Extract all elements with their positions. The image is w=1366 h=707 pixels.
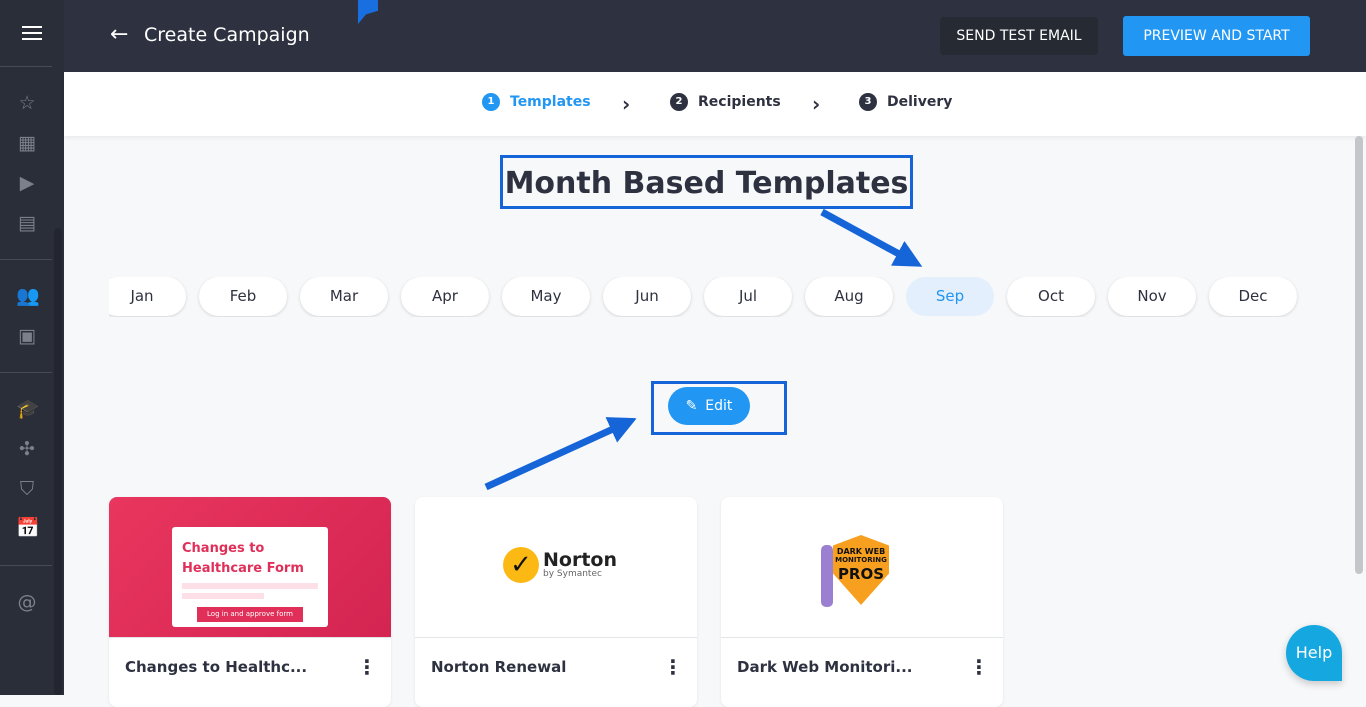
logo-icon <box>358 0 378 24</box>
contact-icon[interactable]: ▣ <box>18 325 36 347</box>
message-icon[interactable]: ▤ <box>18 212 36 234</box>
template-thumbnail: DARK WEB MONITORING PROS <box>721 497 1003 638</box>
shield-check-icon[interactable]: ⛉ <box>19 478 35 500</box>
step-number: 3 <box>859 93 877 111</box>
back-arrow-icon[interactable]: ← <box>110 22 129 47</box>
more-vert-icon[interactable]: ⋮ <box>357 655 377 679</box>
template-card[interactable]: Changes to Healthcare Form Log in and app… <box>109 497 391 707</box>
thumb-title: Changes to Healthcare Form <box>182 541 304 576</box>
step-recipients[interactable]: 2 Recipients <box>670 93 781 111</box>
step-number: 2 <box>670 93 688 111</box>
norton-logo: ✓ Norton by Symantec <box>503 547 617 583</box>
step-label: Delivery <box>887 94 953 110</box>
chevron-right-icon: › <box>622 92 631 116</box>
edit-button[interactable]: ✎ Edit <box>668 387 750 425</box>
month-nov[interactable]: Nov <box>1108 277 1196 316</box>
month-may[interactable]: May <box>502 277 590 316</box>
menu-icon[interactable] <box>22 26 42 40</box>
more-vert-icon[interactable]: ⋮ <box>663 655 683 679</box>
template-name: Norton Renewal <box>431 658 567 676</box>
help-button[interactable]: Help <box>1286 625 1342 681</box>
template-thumbnail: Changes to Healthcare Form Log in and app… <box>109 497 391 638</box>
logo-text: Norton <box>543 549 617 571</box>
pencil-icon: ✎ <box>685 398 698 414</box>
template-thumbnail: ✓ Norton by Symantec <box>415 497 697 638</box>
logo-text: DARK WEB <box>836 547 886 556</box>
month-feb[interactable]: Feb <box>199 277 287 316</box>
step-label: Templates <box>510 94 591 110</box>
stepper: 1 Templates › 2 Recipients › 3 Delivery <box>64 72 1366 136</box>
month-jul[interactable]: Jul <box>704 277 792 316</box>
template-name: Dark Web Monitori... <box>737 658 913 676</box>
divider <box>0 565 52 566</box>
scrollbar[interactable] <box>1355 136 1363 574</box>
dark-web-logo: DARK WEB MONITORING PROS <box>833 535 889 605</box>
logo-text: MONITORING <box>835 556 887 564</box>
character-image <box>821 545 833 607</box>
annotation-box: Month Based Templates <box>500 155 913 209</box>
annotation-arrow <box>820 208 923 267</box>
chevron-right-icon: › <box>812 92 821 116</box>
more-vert-icon[interactable]: ⋮ <box>969 655 989 679</box>
network-icon[interactable]: ✣ <box>19 438 35 460</box>
star-icon[interactable]: ☆ <box>18 92 36 114</box>
month-sep[interactable]: Sep <box>906 277 994 316</box>
divider <box>0 66 52 67</box>
month-oct[interactable]: Oct <box>1007 277 1095 316</box>
video-library-icon[interactable]: ▶ <box>19 172 35 194</box>
sidebar-scrollbar[interactable] <box>54 228 62 695</box>
step-templates[interactable]: 1 Templates <box>482 93 591 111</box>
preview-and-start-button[interactable]: PREVIEW AND START <box>1123 16 1310 56</box>
template-card[interactable]: ✓ Norton by Symantec Norton Renewal ⋮ <box>415 497 697 707</box>
month-apr[interactable]: Apr <box>401 277 489 316</box>
at-icon[interactable]: @ <box>17 591 37 613</box>
annotation-box <box>651 381 787 435</box>
month-aug[interactable]: Aug <box>805 277 893 316</box>
users-icon[interactable]: 👥 <box>16 285 40 307</box>
logo-sub: by Symantec <box>543 569 602 579</box>
top-bar: ← Create Campaign SEND TEST EMAIL PREVIE… <box>64 0 1366 72</box>
thumb-button: Log in and approve form <box>197 607 303 622</box>
divider <box>0 259 52 260</box>
divider <box>0 372 52 373</box>
sidebar: ☆ ▦ ▶ ▤ 👥 ▣ 🎓 ✣ ⛉ 📅 @ <box>0 0 64 695</box>
month-selector: Jan Feb Mar Apr May Jun Jul Aug Sep Oct Nov Dec <box>109 277 1309 317</box>
annotation-arrow <box>484 417 637 491</box>
graduation-cap-icon[interactable]: 🎓 <box>16 398 40 420</box>
month-dec[interactable]: Dec <box>1209 277 1297 316</box>
dashboard-icon[interactable]: ▦ <box>18 132 36 154</box>
template-card[interactable]: DARK WEB MONITORING PROS Dark Web Monitori… <box>721 497 1003 707</box>
month-jun[interactable]: Jun <box>603 277 691 316</box>
template-name: Changes to Healthc... <box>125 658 308 676</box>
step-number: 1 <box>482 93 500 111</box>
edit-label: Edit <box>705 398 733 414</box>
section-heading: Month Based Templates <box>504 166 909 201</box>
calendar-check-icon[interactable]: 📅 <box>16 517 40 539</box>
step-delivery[interactable]: 3 Delivery <box>859 93 952 111</box>
page-title: Create Campaign <box>144 24 310 46</box>
send-test-email-button[interactable]: SEND TEST EMAIL <box>940 17 1098 55</box>
month-mar[interactable]: Mar <box>300 277 388 316</box>
logo-text: PROS <box>837 565 885 583</box>
month-jan[interactable]: Jan <box>109 277 186 316</box>
step-label: Recipients <box>698 94 781 110</box>
